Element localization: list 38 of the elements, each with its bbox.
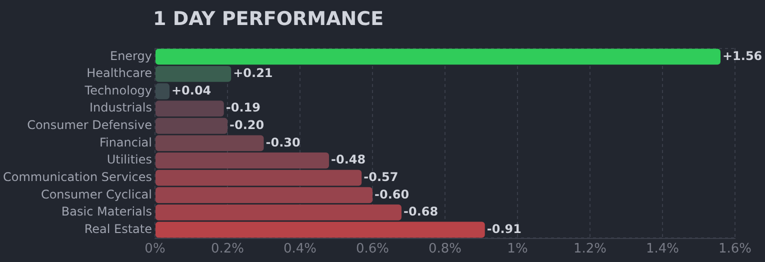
data-label: -0.91 — [486, 222, 522, 236]
y-tick-label: Real Estate — [84, 222, 152, 236]
data-label: -0.68 — [404, 204, 438, 219]
y-tick-label: Financial — [99, 135, 152, 150]
bar — [156, 83, 170, 100]
x-tick-label: 0% — [144, 242, 166, 257]
y-tick-label: Technology — [84, 83, 152, 98]
x-tick-label: 1.2% — [573, 242, 607, 257]
chart-title: 1 DAY PERFORMANCE — [153, 8, 384, 30]
x-tick-label: 0.4% — [283, 242, 317, 257]
x-tick-label: 1.4% — [646, 242, 680, 257]
data-label: -0.60 — [374, 187, 410, 202]
y-tick-label: Energy — [110, 48, 152, 63]
x-tick-label: 0.2% — [210, 242, 244, 257]
y-tick-label: Utilities — [106, 152, 152, 167]
bar — [156, 48, 720, 65]
x-tick-label: 0.8% — [428, 242, 462, 257]
data-label: +0.21 — [233, 66, 273, 80]
y-tick-label: Consumer Defensive — [27, 118, 152, 132]
data-label: +1.56 — [722, 48, 762, 63]
bar — [156, 135, 264, 152]
data-label: -0.48 — [331, 152, 366, 167]
y-tick-label: Communication Services — [3, 170, 152, 184]
x-tick-label: 1% — [507, 242, 528, 257]
data-label: -0.19 — [226, 100, 260, 115]
y-tick-label: Basic Materials — [61, 204, 152, 219]
x-tick-label: 1.6% — [718, 242, 752, 257]
data-label: -0.20 — [230, 118, 264, 132]
y-tick-label: Healthcare — [86, 66, 152, 80]
data-label: +0.04 — [172, 83, 212, 98]
y-tick-label: Consumer Cyclical — [40, 187, 152, 202]
data-label: -0.30 — [266, 135, 300, 150]
x-tick-label: 0.6% — [356, 242, 390, 257]
bar — [156, 152, 329, 168]
y-tick-label: Industrials — [89, 100, 152, 115]
bar — [156, 66, 232, 82]
data-label: -0.57 — [364, 170, 398, 184]
bar — [156, 222, 485, 238]
